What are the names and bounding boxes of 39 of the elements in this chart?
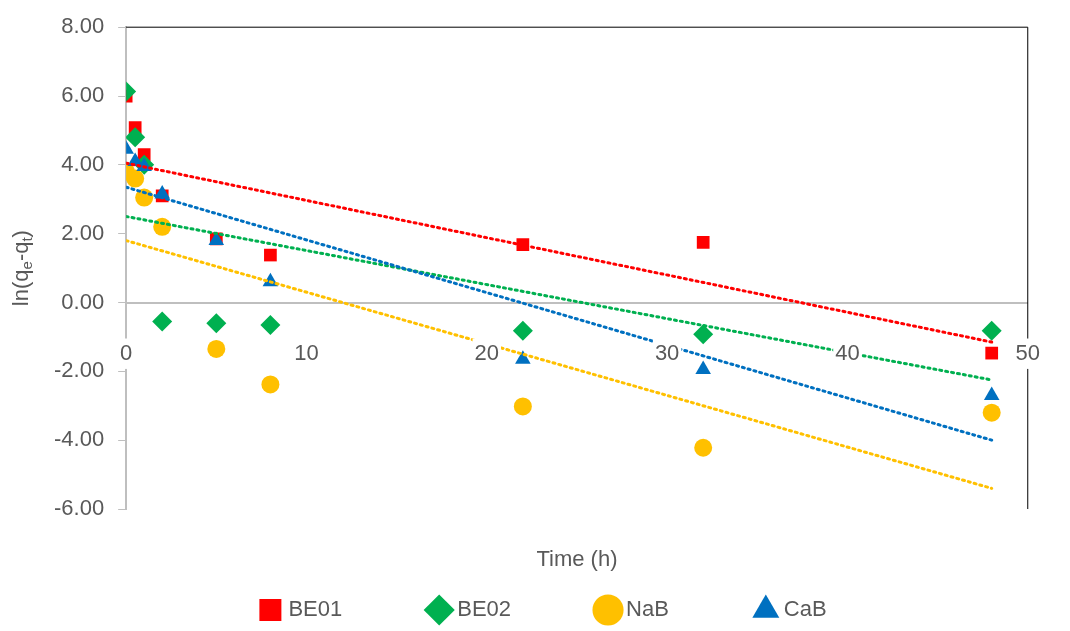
point — [207, 339, 226, 358]
point — [982, 403, 1001, 422]
point — [695, 360, 711, 375]
point — [260, 314, 281, 335]
y-axis-title: ln(qe-qt) — [8, 230, 36, 307]
point — [126, 169, 145, 188]
point — [983, 386, 1000, 400]
legend-label: CaB — [783, 596, 827, 622]
point — [513, 397, 532, 416]
x-tick-label: 20 — [474, 339, 500, 365]
x-tick-label: 30 — [654, 339, 680, 365]
x-tick-label: 50 — [1015, 339, 1041, 365]
point — [261, 375, 280, 394]
point — [512, 320, 533, 341]
point — [696, 235, 710, 249]
point — [985, 346, 999, 360]
y-tick-label: 2.00 — [61, 219, 105, 245]
y-tick-label: -2.00 — [53, 357, 105, 383]
y-tick-label: -4.00 — [53, 426, 105, 452]
point — [264, 248, 277, 262]
point — [206, 313, 227, 334]
y-tick-label: 4.00 — [61, 150, 105, 176]
point — [694, 438, 713, 457]
y-tick-label: 6.00 — [61, 82, 105, 108]
legend-label: NaB — [626, 596, 669, 622]
point — [126, 127, 146, 148]
y-tick-label: 8.00 — [61, 13, 105, 39]
x-tick-label: 0 — [120, 339, 133, 365]
point — [515, 350, 531, 364]
y-tick-label: -6.00 — [53, 495, 105, 521]
point — [152, 311, 173, 332]
x-axis-title: Time (h) — [536, 546, 618, 572]
y-tick-label: 0.00 — [61, 288, 105, 314]
x-tick-label: 40 — [835, 339, 860, 365]
point — [981, 320, 1002, 341]
point — [693, 324, 714, 345]
legend-label: BE01 — [288, 596, 343, 622]
legend-label: BE02 — [457, 596, 512, 622]
x-tick-label: 10 — [294, 339, 319, 365]
